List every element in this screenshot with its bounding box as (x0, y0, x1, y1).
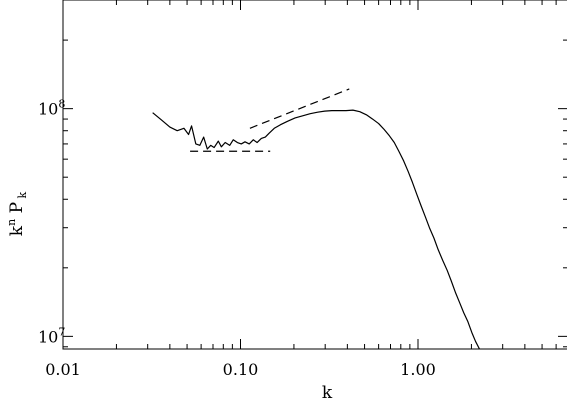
y-tick-label: 107 (38, 325, 65, 346)
data-series (152, 88, 481, 350)
x-tick-label: 1.00 (400, 360, 436, 379)
dashed-reference-line (249, 88, 350, 129)
plot-frame (62, 0, 567, 350)
x-tick-label: 0.01 (45, 360, 81, 379)
tick-labels: 0.01 0.10 1.00 107 108 (38, 98, 436, 379)
x-axis-label: k (322, 383, 333, 403)
y-tick-label: 108 (38, 98, 65, 119)
spectrum-line (152, 109, 481, 350)
y-axis-label: kn P k (5, 191, 29, 236)
axis-ticks (62, 0, 567, 349)
x-tick-label: 0.10 (223, 360, 259, 379)
